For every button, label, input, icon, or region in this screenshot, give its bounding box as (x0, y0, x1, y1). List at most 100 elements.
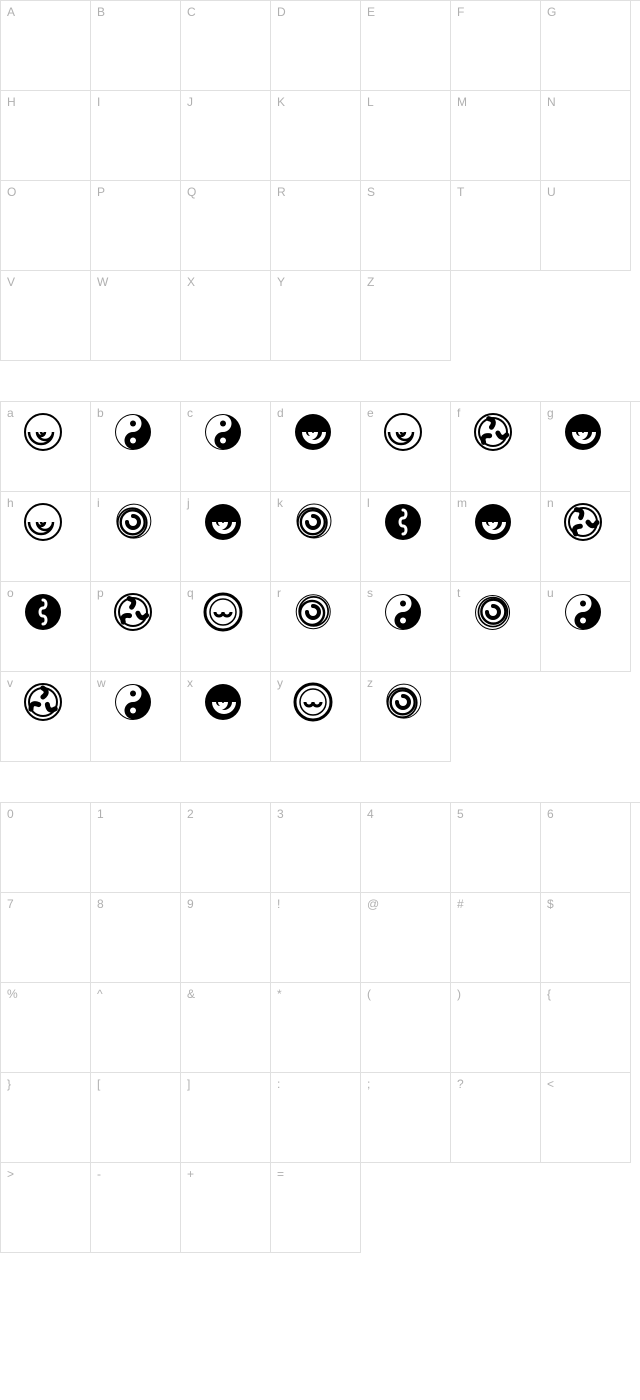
char-cell[interactable]: F (451, 1, 541, 91)
char-cell[interactable]: ! (271, 893, 361, 983)
char-cell[interactable]: E (361, 1, 451, 91)
char-cell[interactable]: B (91, 1, 181, 91)
cell-label: P (97, 185, 105, 199)
char-cell[interactable]: g (541, 402, 631, 492)
triple-dot-swirl-icon (113, 592, 153, 632)
cell-label: N (547, 95, 556, 109)
char-cell[interactable]: Z (361, 271, 451, 361)
char-cell[interactable]: ( (361, 983, 451, 1073)
char-cell[interactable]: A (1, 1, 91, 91)
char-cell[interactable]: 3 (271, 803, 361, 893)
char-cell[interactable]: I (91, 91, 181, 181)
char-cell[interactable]: 8 (91, 893, 181, 983)
char-cell[interactable]: J (181, 91, 271, 181)
char-cell[interactable]: x (181, 672, 271, 762)
char-cell[interactable]: ) (451, 983, 541, 1073)
char-cell[interactable]: [ (91, 1073, 181, 1163)
char-cell[interactable]: h (1, 492, 91, 582)
char-cell[interactable]: e (361, 402, 451, 492)
cell-label: q (187, 586, 194, 600)
char-cell[interactable]: - (91, 1163, 181, 1253)
cell-label: k (277, 496, 283, 510)
char-cell[interactable]: 7 (1, 893, 91, 983)
char-cell[interactable]: v (1, 672, 91, 762)
cell-label: j (187, 496, 190, 510)
char-cell[interactable]: W (91, 271, 181, 361)
char-cell[interactable]: ^ (91, 983, 181, 1073)
char-cell[interactable]: > (1, 1163, 91, 1253)
char-cell[interactable]: } (1, 1073, 91, 1163)
cell-label: Q (187, 185, 196, 199)
spiral-band-icon (473, 502, 513, 542)
char-cell[interactable]: R (271, 181, 361, 271)
char-cell[interactable]: C (181, 1, 271, 91)
char-cell[interactable]: t (451, 582, 541, 672)
char-cell[interactable]: U (541, 181, 631, 271)
char-cell[interactable]: 0 (1, 803, 91, 893)
char-cell[interactable]: % (1, 983, 91, 1073)
cell-label: d (277, 406, 284, 420)
char-cell[interactable]: ? (451, 1073, 541, 1163)
char-cell[interactable]: p (91, 582, 181, 672)
cell-label: @ (367, 897, 379, 911)
char-cell[interactable]: u (541, 582, 631, 672)
char-cell[interactable]: n (541, 492, 631, 582)
char-cell[interactable]: D (271, 1, 361, 91)
triskele-bold-icon (293, 502, 333, 542)
char-cell[interactable]: @ (361, 893, 451, 983)
char-cell[interactable]: o (1, 582, 91, 672)
char-cell[interactable]: S (361, 181, 451, 271)
char-cell[interactable]: 4 (361, 803, 451, 893)
char-cell[interactable]: d (271, 402, 361, 492)
char-cell[interactable]: & (181, 983, 271, 1073)
char-cell[interactable]: s (361, 582, 451, 672)
char-cell[interactable]: K (271, 91, 361, 181)
char-cell[interactable]: G (541, 1, 631, 91)
char-cell[interactable]: : (271, 1073, 361, 1163)
char-cell[interactable]: ] (181, 1073, 271, 1163)
char-cell[interactable]: M (451, 91, 541, 181)
section-lowercase: a b c d e f g h i j k l m n o p q (0, 401, 640, 762)
char-cell[interactable]: 2 (181, 803, 271, 893)
char-cell[interactable]: H (1, 91, 91, 181)
char-cell[interactable]: k (271, 492, 361, 582)
curl-ring-icon (293, 682, 333, 722)
char-cell[interactable]: N (541, 91, 631, 181)
char-cell[interactable]: z (361, 672, 451, 762)
char-cell[interactable]: l (361, 492, 451, 582)
cell-label: F (457, 5, 464, 19)
char-cell[interactable]: 5 (451, 803, 541, 893)
char-cell[interactable]: a (1, 402, 91, 492)
char-cell[interactable]: Y (271, 271, 361, 361)
char-cell[interactable]: X (181, 271, 271, 361)
char-cell[interactable]: q (181, 582, 271, 672)
char-cell[interactable]: P (91, 181, 181, 271)
char-cell[interactable]: 1 (91, 803, 181, 893)
char-cell[interactable]: r (271, 582, 361, 672)
char-cell[interactable]: j (181, 492, 271, 582)
char-cell[interactable]: V (1, 271, 91, 361)
char-cell[interactable]: 9 (181, 893, 271, 983)
char-cell[interactable]: f (451, 402, 541, 492)
char-cell[interactable]: $ (541, 893, 631, 983)
char-cell[interactable]: m (451, 492, 541, 582)
char-cell[interactable]: = (271, 1163, 361, 1253)
char-cell[interactable]: T (451, 181, 541, 271)
char-cell[interactable]: ; (361, 1073, 451, 1163)
char-cell[interactable]: # (451, 893, 541, 983)
cell-label: 6 (547, 807, 554, 821)
char-cell[interactable]: { (541, 983, 631, 1073)
char-cell[interactable]: O (1, 181, 91, 271)
char-cell[interactable]: b (91, 402, 181, 492)
char-cell[interactable]: c (181, 402, 271, 492)
char-cell[interactable]: 6 (541, 803, 631, 893)
char-cell[interactable]: * (271, 983, 361, 1073)
galaxy-swirl-icon (383, 682, 423, 722)
char-cell[interactable]: + (181, 1163, 271, 1253)
char-cell[interactable]: y (271, 672, 361, 762)
char-cell[interactable]: < (541, 1073, 631, 1163)
char-cell[interactable]: w (91, 672, 181, 762)
char-cell[interactable]: i (91, 492, 181, 582)
char-cell[interactable]: Q (181, 181, 271, 271)
char-cell[interactable]: L (361, 91, 451, 181)
